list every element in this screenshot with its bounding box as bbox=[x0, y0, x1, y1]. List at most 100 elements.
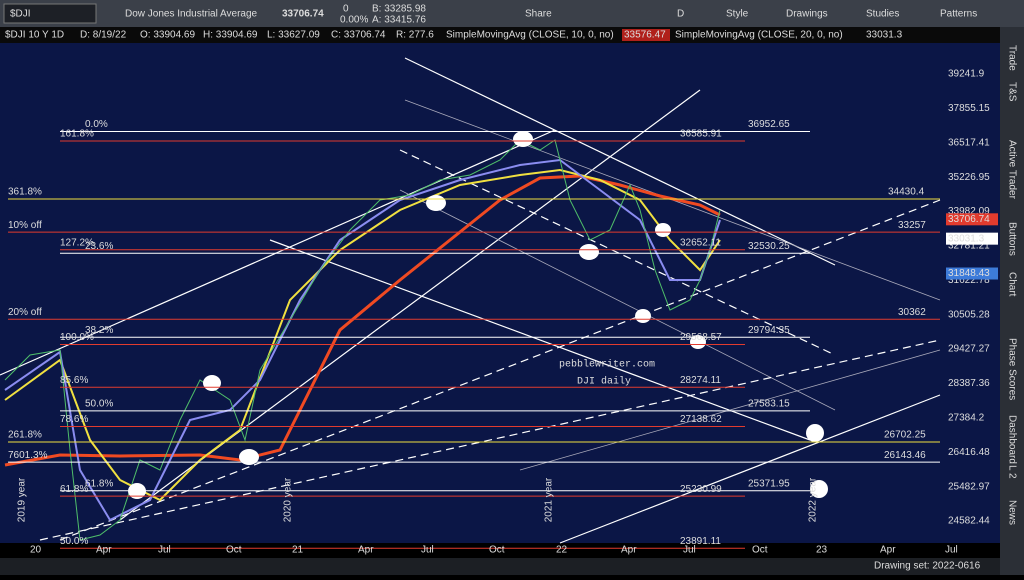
info-item: D: 8/19/22 bbox=[80, 30, 127, 41]
level-value: 36585.91 bbox=[680, 129, 722, 140]
toolbar-button[interactable]: Share bbox=[525, 9, 552, 20]
price-tick-label: 39241.9 bbox=[948, 69, 985, 80]
time-tick-label: 22 bbox=[556, 545, 568, 556]
last-price: 33706.74 bbox=[282, 9, 324, 20]
change-pct: 0.00% bbox=[340, 15, 368, 26]
level-value: 27138.62 bbox=[680, 414, 722, 425]
price-tick-label: 27384.2 bbox=[948, 412, 985, 423]
level-label: 100.0% bbox=[60, 332, 94, 343]
side-tab[interactable]: L 2 bbox=[1006, 465, 1017, 479]
level-label: 23.6% bbox=[85, 241, 113, 252]
sma10-label: SimpleMovingAvg (CLOSE, 10, 0, no) bbox=[446, 30, 614, 41]
level-value: 29794.35 bbox=[748, 325, 790, 336]
trend-line bbox=[559, 394, 941, 544]
time-tick-label: Oct bbox=[226, 545, 242, 556]
toolbar-button[interactable]: Drawings bbox=[786, 9, 828, 20]
level-label: 61.8% bbox=[85, 478, 113, 489]
level-label: 78.6% bbox=[60, 414, 88, 425]
level-label: 20% off bbox=[8, 307, 42, 318]
year-label: 2020 year bbox=[283, 477, 294, 522]
time-tick-label: Apr bbox=[96, 545, 112, 556]
price-marker-label: 33031.3 bbox=[948, 233, 985, 244]
time-tick-label: Jul bbox=[683, 545, 696, 556]
price-tick-label: 33982.09 bbox=[948, 206, 990, 217]
info-bar bbox=[0, 27, 1000, 43]
side-tab[interactable]: Phase Scores bbox=[1006, 338, 1017, 400]
level-label: 38.2% bbox=[85, 325, 113, 336]
channel-line bbox=[269, 239, 811, 441]
info-item: O: 33904.69 bbox=[140, 30, 195, 41]
price-marker-label: 33706.74 bbox=[948, 214, 990, 225]
level-value: 26143.46 bbox=[884, 450, 926, 461]
channel-line bbox=[399, 189, 836, 411]
time-tick-label: 20 bbox=[30, 545, 42, 556]
change: 0 bbox=[343, 4, 349, 15]
time-tick-label: Jul bbox=[158, 545, 171, 556]
status-text: Drawing set: 2022-0616 bbox=[874, 561, 981, 572]
time-tick-label: Oct bbox=[752, 545, 768, 556]
price-marker bbox=[946, 213, 998, 226]
chart-area bbox=[0, 43, 940, 543]
toolbar-button[interactable]: Style bbox=[726, 9, 749, 20]
side-panel bbox=[1000, 27, 1024, 575]
level-value: 32652.11 bbox=[680, 237, 721, 248]
level-label: 161.8% bbox=[60, 129, 94, 140]
price-tick-label: 35226.95 bbox=[948, 172, 990, 183]
price-tick-label: 32781.21 bbox=[948, 241, 990, 252]
price-marker bbox=[946, 232, 998, 245]
channel-line bbox=[404, 57, 836, 266]
time-tick-label: Jul bbox=[945, 545, 958, 556]
side-tab[interactable]: T&S bbox=[1006, 82, 1017, 102]
price-tick-label: 28387.36 bbox=[948, 378, 990, 389]
status-bar bbox=[0, 558, 1000, 575]
price-tick-label: 29427.27 bbox=[948, 344, 990, 355]
symbol-box[interactable] bbox=[3, 3, 97, 24]
time-axis bbox=[0, 543, 1000, 558]
price-axis bbox=[940, 43, 1000, 543]
side-tab[interactable]: Buttons bbox=[1006, 222, 1017, 256]
side-tab[interactable]: Chart bbox=[1006, 272, 1017, 297]
level-label: 361.8% bbox=[8, 187, 42, 198]
symbol: $DJI bbox=[10, 9, 31, 20]
sma-10 bbox=[4, 158, 721, 522]
toolbar-button[interactable]: D bbox=[677, 9, 684, 20]
time-tick-label: Apr bbox=[880, 545, 896, 556]
level-value: 27583.15 bbox=[748, 399, 790, 410]
info-item: H: 33904.69 bbox=[203, 30, 258, 41]
side-tab[interactable]: News bbox=[1006, 500, 1017, 525]
info-item: L: 33627.09 bbox=[267, 30, 320, 41]
side-tab[interactable]: Dashboard bbox=[1006, 415, 1017, 464]
time-tick-label: 23 bbox=[816, 545, 828, 556]
trend-line bbox=[39, 339, 941, 541]
level-value: 32530.25 bbox=[748, 241, 790, 252]
time-tick-label: 21 bbox=[292, 545, 304, 556]
price-tick-label: 37855.15 bbox=[948, 103, 990, 114]
level-label: 127.2% bbox=[60, 237, 94, 248]
price-tick-label: 36517.41 bbox=[948, 137, 990, 148]
sma20-label: SimpleMovingAvg (CLOSE, 20, 0, no) bbox=[675, 30, 843, 41]
trend-line bbox=[59, 199, 941, 541]
drawings bbox=[0, 57, 941, 544]
bid: B: 33285.98 bbox=[372, 4, 426, 15]
level-value: 25230.99 bbox=[680, 484, 722, 495]
level-label: 50.0% bbox=[85, 399, 113, 410]
price-marker-label: 31848.43 bbox=[948, 268, 990, 279]
sma20-value: 33031.3 bbox=[866, 30, 903, 41]
level-value: 29568.57 bbox=[680, 332, 722, 343]
watermark: pebblewriter.com bbox=[559, 359, 655, 371]
level-label: 261.8% bbox=[8, 430, 42, 441]
price-marker bbox=[946, 267, 998, 280]
price-tick-label: 30505.28 bbox=[948, 309, 990, 320]
toolbar-button[interactable]: Studies bbox=[866, 9, 899, 20]
info-item: $DJI 10 Y 1D bbox=[5, 30, 64, 41]
toolbar bbox=[0, 0, 1024, 27]
toolbar-button[interactable]: Patterns bbox=[940, 9, 977, 20]
level-label: 61.8% bbox=[60, 484, 88, 495]
side-tab[interactable]: Trade bbox=[1006, 45, 1017, 71]
time-tick-label: Oct bbox=[489, 545, 505, 556]
info-item: C: 33706.74 bbox=[331, 30, 386, 41]
year-label: 2019 year bbox=[17, 477, 28, 522]
side-tab[interactable]: Active Trader bbox=[1006, 140, 1017, 200]
